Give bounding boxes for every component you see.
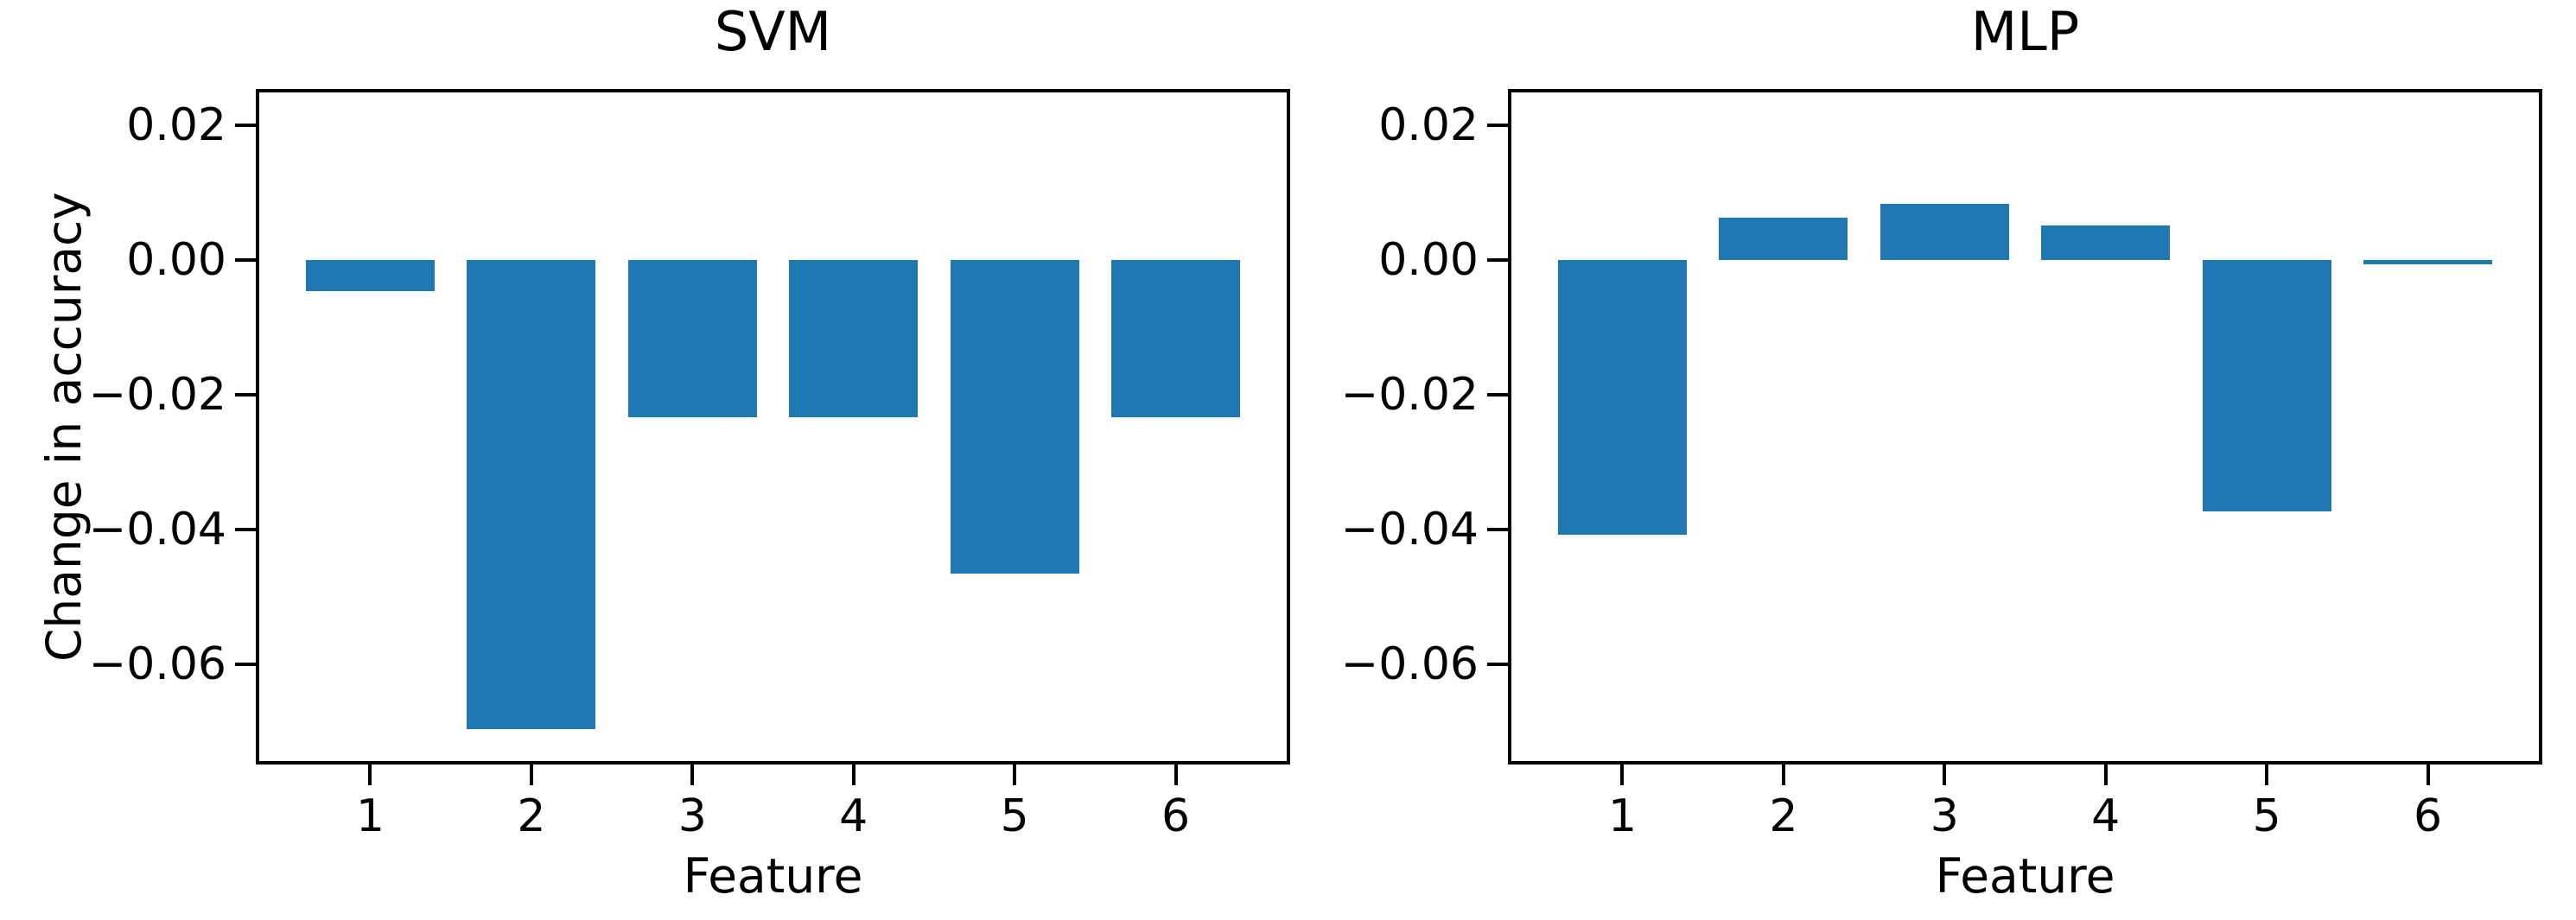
y-tick-label: 0.00 bbox=[1378, 233, 1479, 286]
x-tick bbox=[1781, 765, 1785, 785]
x-tick bbox=[2103, 765, 2108, 785]
bar-feature-3 bbox=[1880, 204, 2009, 260]
y-tick bbox=[235, 257, 256, 262]
bar-feature-1 bbox=[1557, 259, 1688, 536]
y-tick bbox=[235, 663, 256, 667]
chart-title-svm: SVM bbox=[714, 0, 832, 63]
x-tick bbox=[851, 765, 855, 785]
x-tick bbox=[1174, 765, 1178, 785]
x-axis-label: Feature bbox=[683, 848, 863, 904]
y-tick bbox=[1487, 528, 1508, 531]
x-tick-label: 5 bbox=[2252, 790, 2281, 842]
y-tick-label: −0.06 bbox=[1340, 638, 1479, 691]
y-tick-label: −0.02 bbox=[1340, 368, 1479, 421]
y-tick bbox=[1487, 257, 1508, 262]
bar-feature-5 bbox=[2202, 259, 2331, 511]
bar-feature-1 bbox=[305, 259, 436, 291]
y-tick bbox=[235, 123, 256, 127]
bar-feature-6 bbox=[1110, 259, 1241, 417]
x-tick-label: 5 bbox=[1000, 790, 1029, 842]
chart-title-mlp: MLP bbox=[1970, 0, 2080, 63]
bar-feature-6 bbox=[2363, 259, 2493, 264]
y-tick-label: 0.00 bbox=[126, 233, 226, 286]
bar-feature-3 bbox=[627, 259, 757, 417]
x-axis-label: Feature bbox=[1935, 848, 2115, 904]
y-tick bbox=[235, 528, 256, 531]
bar-feature-4 bbox=[789, 259, 919, 417]
y-tick-label: 0.02 bbox=[1378, 98, 1479, 151]
y-tick-label: 0.02 bbox=[126, 98, 226, 151]
bar-feature-5 bbox=[950, 259, 1079, 574]
x-tick bbox=[2265, 765, 2269, 785]
x-tick-label: 1 bbox=[355, 790, 385, 842]
y-tick bbox=[1487, 663, 1508, 667]
bar-feature-4 bbox=[2041, 225, 2171, 260]
bar-feature-2 bbox=[467, 259, 596, 729]
x-tick-label: 2 bbox=[1769, 790, 1798, 842]
x-tick-label: 6 bbox=[1161, 790, 1191, 842]
x-tick bbox=[2426, 765, 2430, 785]
x-tick bbox=[690, 765, 695, 785]
y-tick bbox=[1487, 392, 1508, 397]
x-tick bbox=[1013, 765, 1017, 785]
x-tick-label: 4 bbox=[2091, 790, 2121, 842]
y-tick-label: −0.04 bbox=[1340, 504, 1479, 555]
plot-area-mlp: 0.02 0.00 −0.02 −0.04 −0.06 1 2 3 4 5 6 bbox=[1341, 89, 2542, 842]
bar-feature-2 bbox=[1719, 218, 1848, 260]
y-tick bbox=[235, 392, 256, 397]
x-tick-label: 4 bbox=[839, 790, 868, 842]
x-tick-label: 1 bbox=[1607, 790, 1638, 842]
x-tick-label: 3 bbox=[677, 790, 707, 842]
x-tick bbox=[1943, 765, 1947, 785]
x-tick-label: 3 bbox=[1930, 790, 1959, 842]
x-tick-label: 2 bbox=[517, 790, 546, 842]
y-tick-label: −0.02 bbox=[88, 368, 226, 421]
plot-area-svm: 0.02 0.00 −0.02 −0.04 −0.06 1 2 3 4 5 6 bbox=[89, 89, 1290, 842]
x-tick-label: 6 bbox=[2413, 790, 2443, 842]
y-tick-label: −0.04 bbox=[88, 504, 226, 555]
y-tick bbox=[1487, 123, 1508, 127]
x-tick bbox=[1620, 765, 1625, 785]
x-tick bbox=[368, 765, 372, 785]
x-tick bbox=[529, 765, 533, 785]
y-tick-label: −0.06 bbox=[88, 638, 226, 691]
